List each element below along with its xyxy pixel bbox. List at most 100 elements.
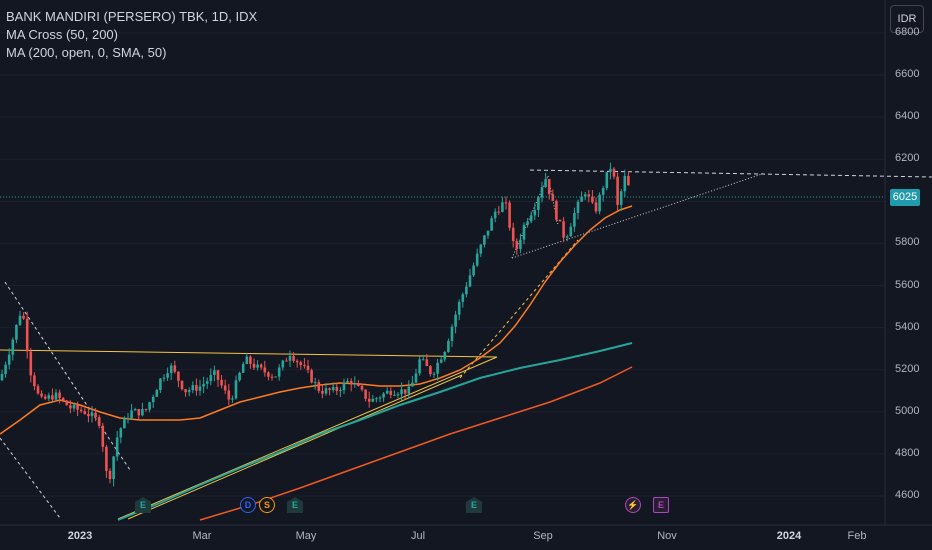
candle — [51, 388, 54, 402]
candle — [281, 359, 285, 371]
candle — [241, 361, 245, 374]
candle — [454, 310, 457, 334]
candle — [367, 391, 371, 408]
candle — [256, 360, 259, 371]
candle — [335, 382, 339, 396]
candle — [238, 371, 241, 382]
candle — [202, 376, 205, 394]
indicator-ma-cross[interactable]: MA Cross (50, 200) — [6, 27, 118, 42]
candle — [54, 389, 58, 402]
candle — [573, 207, 576, 232]
candle — [540, 181, 544, 203]
candle — [598, 192, 601, 215]
neckline-dashed — [529, 169, 932, 178]
news-marker[interactable]: ⚡ — [625, 497, 641, 513]
earnings-marker[interactable]: E — [135, 497, 151, 513]
candle — [119, 427, 123, 444]
candle — [321, 384, 324, 399]
candle — [407, 380, 411, 400]
candle — [303, 358, 306, 369]
candle — [169, 363, 173, 381]
time-tick: Feb — [847, 530, 867, 542]
candle — [195, 378, 198, 396]
candle — [249, 355, 252, 369]
candle — [357, 379, 360, 387]
candle — [328, 387, 331, 396]
candle — [76, 401, 79, 416]
candle — [288, 350, 292, 368]
earnings-marker[interactable]: E — [287, 497, 303, 513]
ascending-support-dotted — [511, 172, 766, 259]
candle — [72, 402, 76, 412]
last-price-tag: 6025 — [890, 189, 920, 206]
candle — [94, 408, 97, 422]
candle — [252, 358, 256, 370]
price-tick: 4600 — [895, 489, 920, 501]
candle — [108, 468, 112, 484]
candle — [0, 369, 4, 382]
candle — [457, 299, 461, 321]
candle — [58, 389, 61, 404]
candle — [234, 375, 238, 400]
candle — [594, 197, 598, 214]
candle — [331, 382, 335, 393]
candle — [220, 375, 223, 389]
candle — [605, 172, 609, 191]
candle — [61, 396, 65, 403]
dashed-descending-line-2 — [0, 437, 61, 519]
ma-200-line — [117, 342, 633, 521]
time-tick: 2023 — [67, 530, 93, 542]
earnings-marker[interactable]: E — [466, 497, 482, 513]
candle — [310, 368, 313, 384]
candle — [544, 172, 547, 188]
split-marker[interactable]: S — [259, 497, 275, 513]
candle — [504, 196, 508, 210]
currency-button[interactable]: IDR — [890, 5, 924, 33]
candle — [551, 189, 555, 201]
price-tick: 6800 — [895, 25, 920, 38]
price-tick: 5800 — [895, 236, 920, 249]
candle — [11, 337, 15, 361]
candle — [342, 378, 346, 395]
candle — [465, 281, 468, 298]
candle — [155, 388, 159, 397]
candle — [285, 357, 288, 362]
candle — [490, 215, 493, 231]
candle — [425, 354, 429, 367]
rising-trendline-2 — [127, 374, 463, 520]
candle — [515, 238, 519, 255]
price-tick: 6600 — [895, 68, 920, 80]
candle — [126, 413, 130, 424]
price-tick: 6400 — [895, 110, 920, 123]
candle — [562, 217, 565, 243]
candle — [616, 172, 619, 211]
candle — [317, 379, 321, 394]
candle — [263, 360, 267, 377]
price-tick: 5000 — [895, 404, 920, 417]
candle — [497, 205, 501, 216]
candle — [15, 324, 18, 344]
candle — [205, 377, 209, 390]
indicator-ma[interactable]: MA (200, open, 0, SMA, 50) — [6, 45, 167, 60]
symbol-title[interactable]: BANK MANDIRI (PERSERO) TBK, 1D, IDX — [6, 9, 258, 24]
candle — [529, 211, 533, 224]
dividend-marker[interactable]: D — [240, 497, 256, 513]
candle — [18, 310, 22, 327]
candle — [101, 422, 105, 452]
candle — [223, 379, 227, 395]
candle — [90, 405, 94, 423]
candle — [184, 388, 187, 397]
candle — [133, 407, 137, 411]
earnings-upcoming-marker[interactable]: E — [653, 497, 669, 513]
candle — [619, 189, 623, 211]
candle — [267, 371, 270, 381]
ma-200-open-line — [199, 366, 633, 521]
candle — [411, 375, 414, 387]
candle — [537, 195, 540, 218]
candle — [151, 394, 155, 409]
candle — [414, 368, 418, 384]
candle — [144, 408, 148, 412]
candle — [79, 406, 83, 414]
candle — [393, 390, 396, 396]
